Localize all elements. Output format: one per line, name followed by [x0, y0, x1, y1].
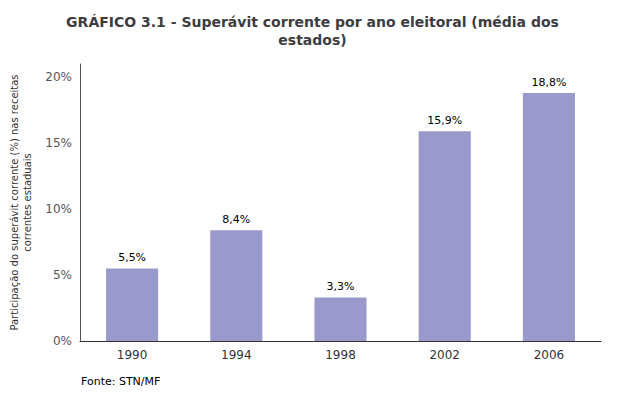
- svg-text:1994: 1994: [221, 348, 252, 362]
- svg-text:2006: 2006: [534, 348, 565, 362]
- svg-text:Fonte: STN/MF: Fonte: STN/MF: [81, 375, 160, 388]
- svg-text:estados): estados): [278, 32, 346, 48]
- svg-text:0%: 0%: [53, 334, 72, 348]
- svg-text:1990: 1990: [117, 348, 148, 362]
- svg-text:18,8%: 18,8%: [531, 76, 566, 89]
- svg-text:20%: 20%: [45, 70, 72, 84]
- svg-text:5,5%: 5,5%: [118, 251, 146, 264]
- svg-text:5%: 5%: [53, 268, 72, 282]
- svg-text:1998: 1998: [325, 348, 356, 362]
- svg-text:3,3%: 3,3%: [327, 280, 355, 293]
- svg-text:GRÁFICO 3.1 - Superávit corren: GRÁFICO 3.1 - Superávit corrente por ano…: [66, 14, 559, 30]
- svg-text:Participação do superávit corr: Participação do superávit corrente (%) n…: [9, 74, 20, 330]
- svg-text:15,9%: 15,9%: [427, 114, 462, 127]
- svg-text:2002: 2002: [429, 348, 460, 362]
- svg-text:correntes estaduais: correntes estaduais: [22, 153, 33, 252]
- svg-text:10%: 10%: [45, 202, 72, 216]
- svg-text:15%: 15%: [45, 136, 72, 150]
- svg-text:8,4%: 8,4%: [222, 213, 250, 226]
